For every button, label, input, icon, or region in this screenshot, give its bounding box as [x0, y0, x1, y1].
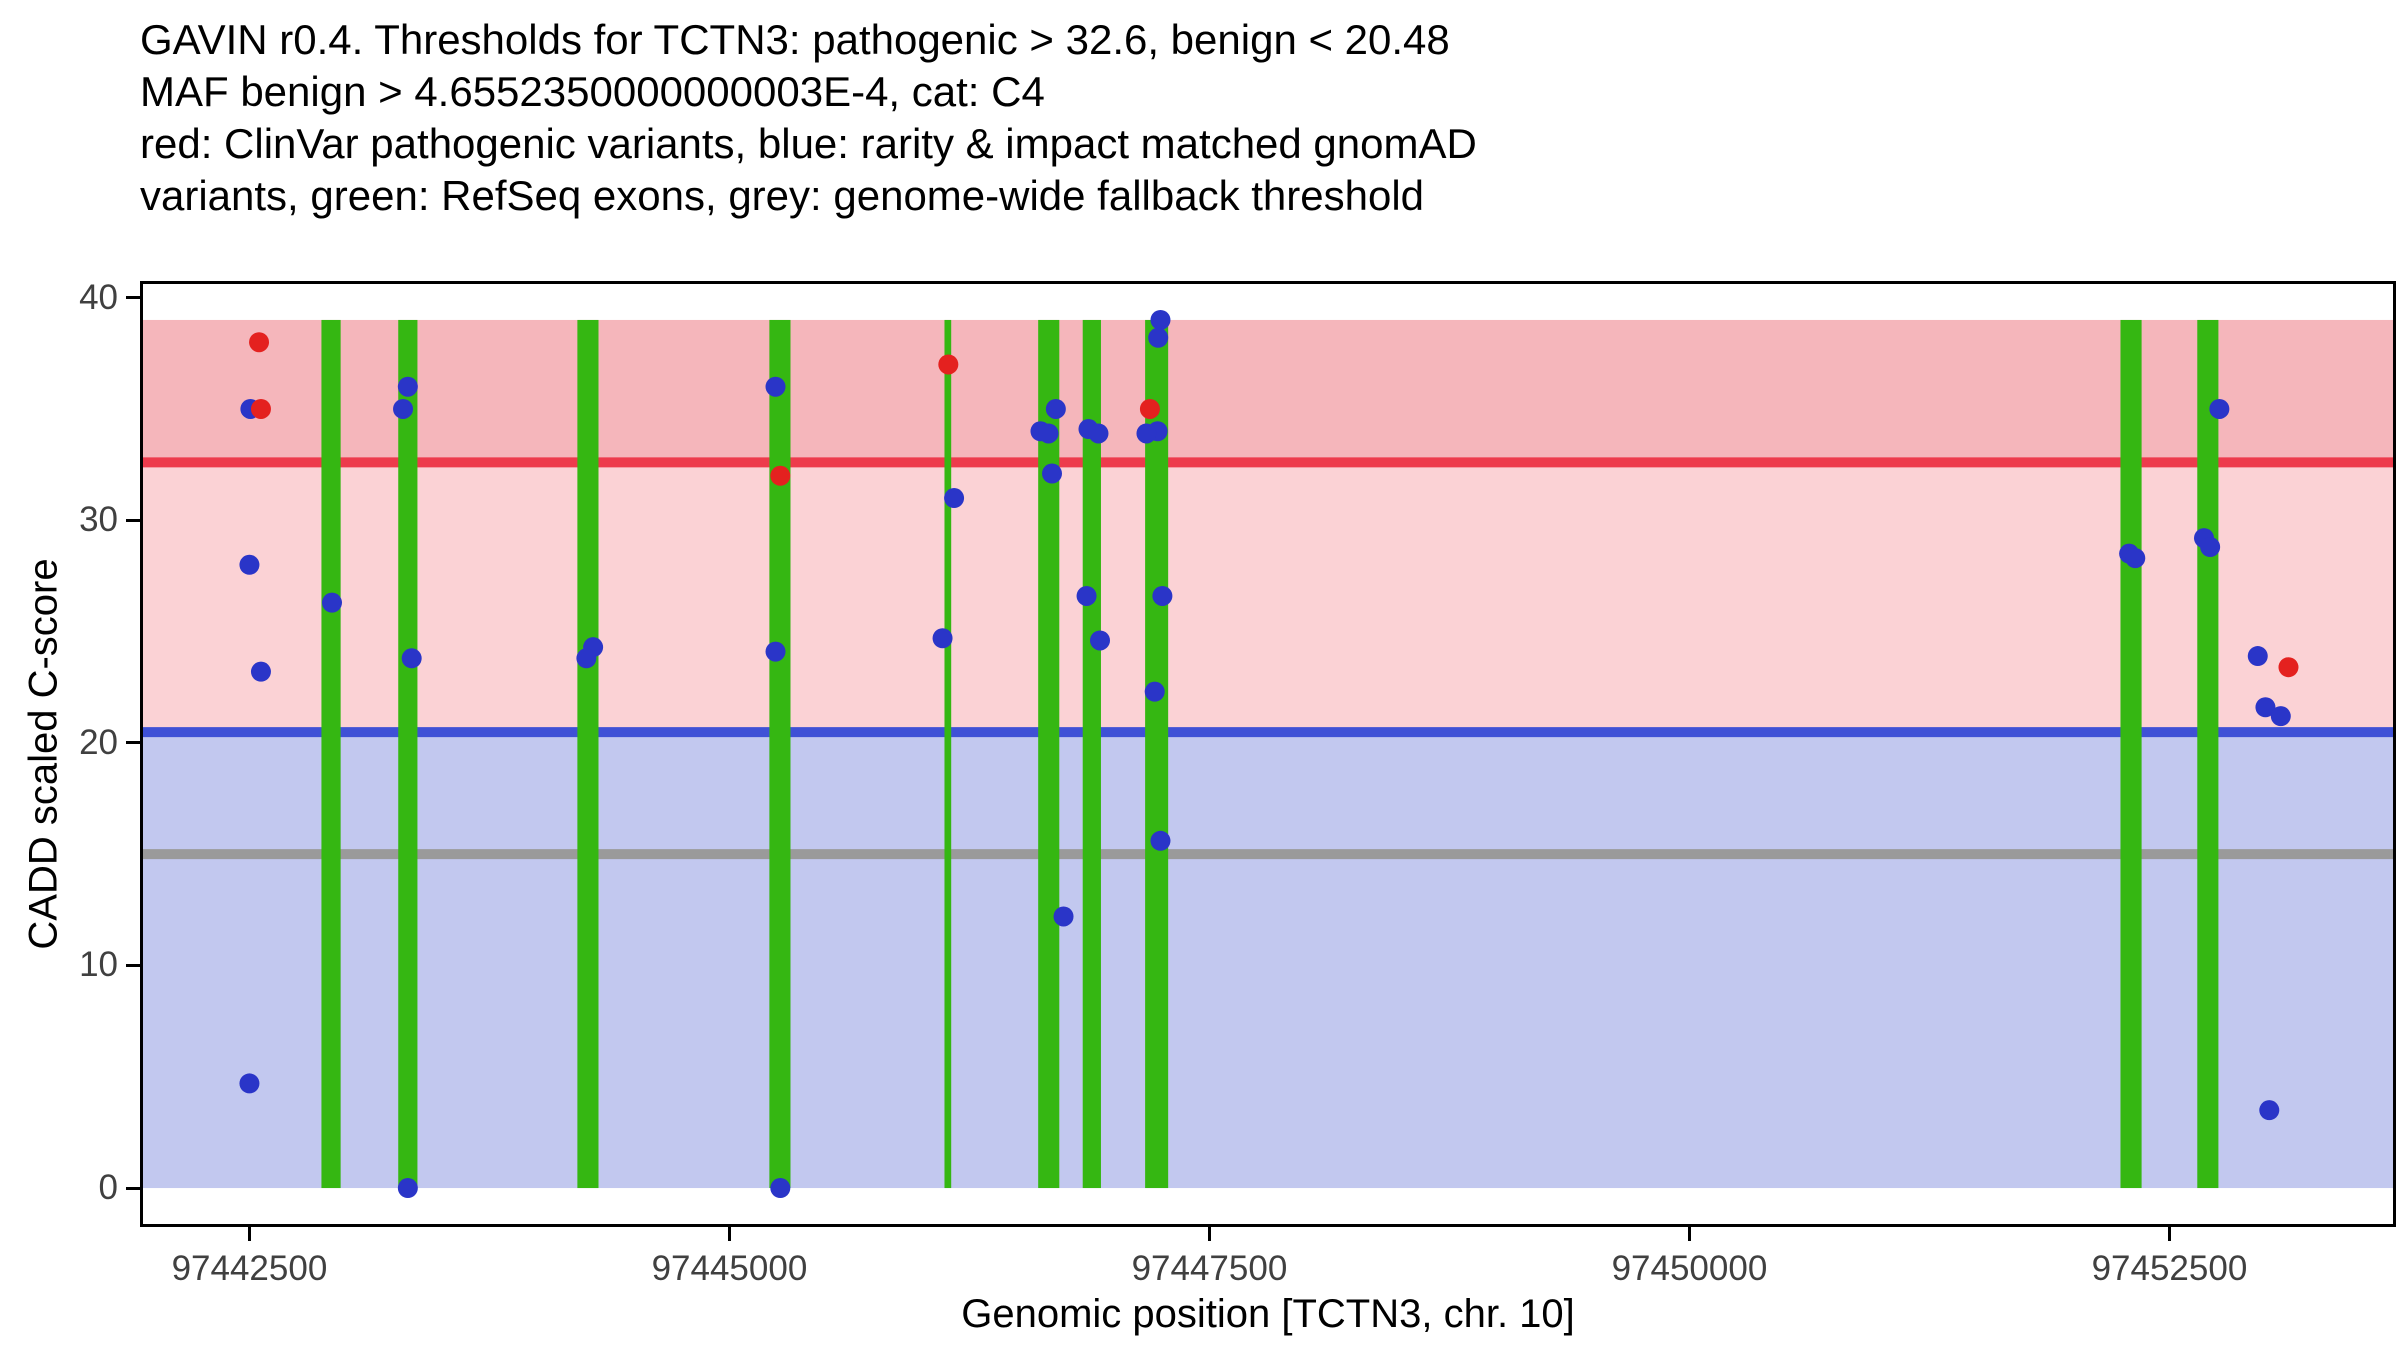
exon-bar [1082, 319, 1101, 1189]
chart-title-line-3: red: ClinVar pathogenic variants, blue: … [140, 120, 1477, 167]
gnomad-variant-point [1076, 585, 1097, 606]
x-tick-label: 97450000 [1611, 1249, 1768, 1288]
clinvar-variant-point [938, 354, 959, 375]
clinvar-variant-point [249, 332, 270, 353]
gnomad-variant-point [2259, 1100, 2280, 1121]
exon-bar [769, 319, 791, 1189]
exon-bar [1038, 319, 1060, 1189]
gnomad-variant-point [322, 592, 342, 613]
gnomad-variant-point [932, 628, 953, 649]
gnomad-variant-point [1144, 681, 1165, 702]
x-axis-title: Genomic position [TCTN3, chr. 10] [961, 1292, 1575, 1336]
chart-title: GAVIN r0.4. Thresholds for TCTN3: pathog… [140, 14, 1477, 222]
clinvar-variant-point [2278, 657, 2299, 678]
x-tick-label: 97442500 [171, 1249, 328, 1288]
gnomad-variant-point [576, 648, 597, 669]
x-tick-mark [2167, 1227, 2171, 1241]
gnomad-variant-point [1150, 830, 1171, 851]
x-tick-label: 97452500 [2091, 1249, 2248, 1288]
gnomad-variant-point [397, 1178, 418, 1199]
gnomad-variant-point [2247, 646, 2268, 667]
benign-region [140, 732, 2396, 1189]
exon-bar [398, 319, 418, 1189]
gnomad-variant-point [401, 648, 422, 669]
gnomad-variant-point [1150, 309, 1171, 330]
gnomad-variant-point [2200, 536, 2221, 557]
clinvar-variant-point [770, 465, 791, 486]
gnomad-variant-point [2209, 398, 2230, 419]
gnomad-variant-point [1045, 398, 1066, 419]
clinvar-variant-point [250, 398, 271, 419]
gnomad-variant-point [1088, 423, 1109, 444]
y-tick-label: 40 [79, 277, 118, 317]
exon-bar [2120, 319, 2142, 1189]
y-tick-label: 30 [79, 500, 118, 540]
gnomad-variant-point [770, 1178, 791, 1199]
y-tick-mark [126, 741, 140, 745]
gnomad-variant-point [1090, 630, 1110, 651]
exon-bar [944, 319, 952, 1189]
x-tick-mark [1687, 1227, 1691, 1241]
x-tick-mark [247, 1227, 251, 1241]
exon-bar [321, 319, 341, 1189]
gnomad-variant-point [397, 376, 418, 397]
gnomad-variant-point [1042, 463, 1062, 484]
y-tick-label: 0 [98, 1168, 118, 1208]
panel-border [140, 281, 2396, 1227]
gnomad-variant-point [2255, 697, 2276, 718]
gnomad-variant-point [765, 641, 786, 662]
gnomad-variant-point [1053, 906, 1074, 927]
x-tick-mark [727, 1227, 731, 1241]
gnomad-variant-point [2270, 706, 2291, 727]
gnomad-variant-point [1148, 327, 1169, 348]
y-tick-mark [126, 963, 140, 967]
x-tick-mark [1207, 1227, 1211, 1241]
exon-bar [1145, 319, 1169, 1189]
gnomad-variant-point [1136, 423, 1157, 444]
y-tick-label: 10 [79, 945, 118, 985]
gnomad-variant-point [944, 488, 965, 509]
chart-title-line-1: GAVIN r0.4. Thresholds for TCTN3: pathog… [140, 16, 1450, 63]
vus-region [140, 462, 2396, 733]
x-tick-label: 97445000 [651, 1249, 808, 1288]
gnomad-variant-point [765, 376, 786, 397]
gnomad-variant-point [239, 1073, 260, 1094]
gnomad-variant-point [250, 661, 271, 682]
y-tick-label: 20 [79, 722, 118, 762]
x-tick-label: 97447500 [1131, 1249, 1288, 1288]
exon-bar [2197, 319, 2219, 1189]
gnomad-variant-point [1038, 423, 1059, 444]
gnomad-variant-point [393, 398, 414, 419]
exon-bar [577, 319, 599, 1189]
y-tick-mark [126, 1186, 140, 1190]
plot-panel [140, 281, 2396, 1227]
y-tick-mark [126, 296, 140, 300]
chart-title-line-4: variants, green: RefSeq exons, grey: gen… [140, 172, 1425, 219]
gnomad-variant-point [239, 554, 260, 575]
gnomad-variant-point [2125, 548, 2146, 569]
chart-title-line-2: MAF benign > 4.6552350000000003E-4, cat:… [140, 68, 1045, 115]
y-tick-mark [126, 518, 140, 522]
pathogenic-region [140, 319, 2396, 463]
gnomad-variant-point [1152, 585, 1173, 606]
clinvar-variant-point [1139, 398, 1160, 419]
